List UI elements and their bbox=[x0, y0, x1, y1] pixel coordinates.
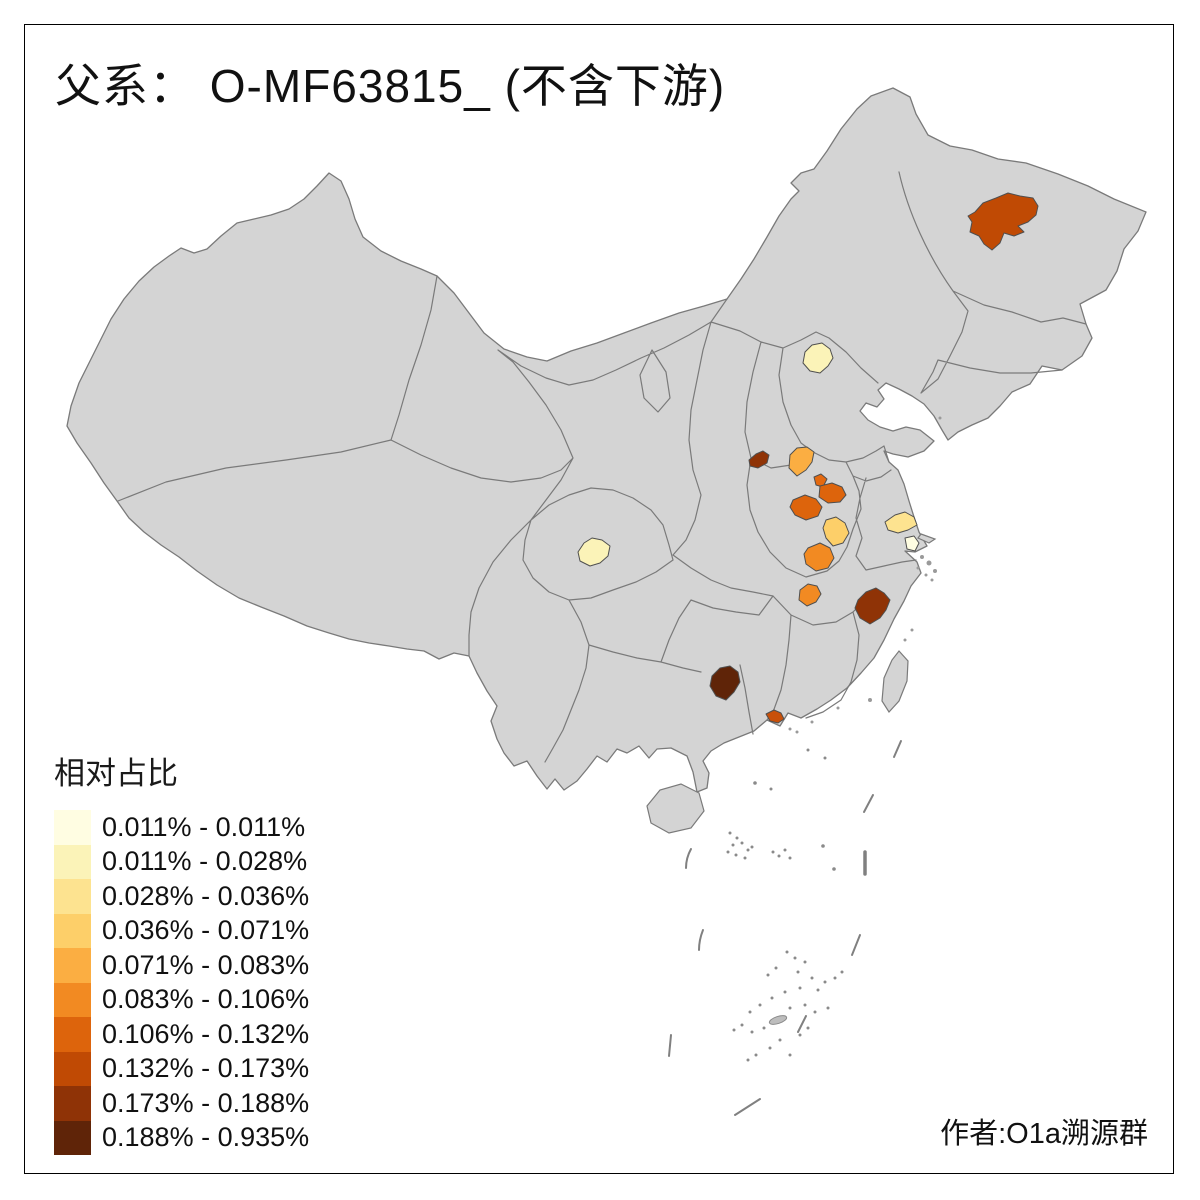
map-region-shanghai bbox=[904, 535, 920, 552]
legend-swatch-5 bbox=[54, 982, 91, 1017]
legend-item-7: 0.132% - 0.173% bbox=[54, 1051, 310, 1086]
china-mainland-outline bbox=[66, 87, 1147, 793]
legend-label-9: 0.188% - 0.935% bbox=[102, 1122, 310, 1153]
south-china-sea-islets bbox=[726, 748, 844, 1062]
map-region-henan-north bbox=[788, 446, 815, 477]
map-region-chengdu bbox=[577, 537, 611, 567]
map-region-henan-west bbox=[789, 494, 823, 521]
legend-label-7: 0.132% - 0.173% bbox=[102, 1053, 310, 1084]
legend-label-1: 0.011% - 0.028% bbox=[102, 846, 308, 877]
author-credit: 作者:O1a溯源群 bbox=[940, 1118, 1148, 1150]
legend-title: 相对占比 bbox=[54, 756, 178, 791]
legend-label-2: 0.028% - 0.036% bbox=[102, 880, 310, 911]
legend-item-8: 0.173% - 0.188% bbox=[54, 1086, 309, 1121]
hainan-island bbox=[646, 783, 705, 834]
legend-swatch-3 bbox=[54, 913, 91, 948]
legend-swatch-8 bbox=[54, 1086, 91, 1121]
legend-swatch-7 bbox=[54, 1051, 91, 1086]
legend-label-8: 0.173% - 0.188% bbox=[102, 1087, 310, 1118]
map-region-jiangsu-south bbox=[884, 511, 918, 534]
islands bbox=[646, 533, 937, 834]
legend-swatch-0 bbox=[54, 810, 91, 845]
legend: 相对占比 0.011% - 0.011% 0.011% - 0.028% 0.028… bbox=[54, 748, 309, 1155]
legend-item-0: 0.011% - 0.011% bbox=[54, 810, 309, 845]
legend-swatch-9 bbox=[54, 1120, 91, 1155]
legend-label-6: 0.106% - 0.132% bbox=[102, 1018, 310, 1049]
legend-label-0: 0.011% - 0.011% bbox=[102, 811, 306, 842]
legend-item-5: 0.083% - 0.106% bbox=[54, 982, 310, 1017]
taiwan-island bbox=[881, 650, 909, 713]
map-region-beijing bbox=[802, 342, 834, 374]
legend-item-3: 0.036% - 0.071% bbox=[54, 913, 310, 948]
legend-label-5: 0.083% - 0.106% bbox=[102, 984, 310, 1015]
legend-item-6: 0.106% - 0.132% bbox=[54, 1017, 309, 1052]
legend-swatch-6 bbox=[54, 1017, 91, 1052]
map-region-guangdong-delta bbox=[765, 709, 785, 724]
legend-item-2: 0.028% - 0.036% bbox=[54, 879, 309, 914]
map-region-henan-south-orange bbox=[803, 542, 835, 572]
nine-dash-line-segments bbox=[668, 740, 902, 1116]
map-region-henan-center bbox=[813, 473, 828, 488]
map-region-henan-nw bbox=[748, 450, 770, 469]
legend-swatch-2 bbox=[54, 879, 91, 914]
legend-swatch-1 bbox=[54, 844, 91, 879]
map-region-zhejiang-west bbox=[854, 587, 891, 625]
map-region-guangxi-east bbox=[709, 665, 741, 701]
page-title: 父系： O-MF63815_ (不含下游) bbox=[55, 60, 726, 112]
chongming-island bbox=[917, 533, 937, 544]
legend-rows: 0.011% - 0.011% 0.011% - 0.028% 0.028% - 0… bbox=[54, 810, 309, 1155]
map-region-henan-east bbox=[818, 482, 847, 504]
coastal-islets bbox=[788, 416, 942, 734]
legend-label-3: 0.036% - 0.071% bbox=[102, 915, 310, 946]
legend-item-4: 0.071% - 0.083% bbox=[54, 948, 309, 983]
legend-item-1: 0.011% - 0.028% bbox=[54, 844, 309, 879]
map-region-henan-south-yellow bbox=[822, 516, 850, 547]
map-region-heilongjiang bbox=[967, 192, 1039, 251]
legend-swatch-4 bbox=[54, 948, 91, 983]
legend-label-4: 0.071% - 0.083% bbox=[102, 949, 310, 980]
choropleth-regions bbox=[577, 192, 1039, 724]
legend-item-9: 0.188% - 0.935% bbox=[54, 1120, 310, 1155]
map-region-hubei bbox=[798, 583, 822, 607]
